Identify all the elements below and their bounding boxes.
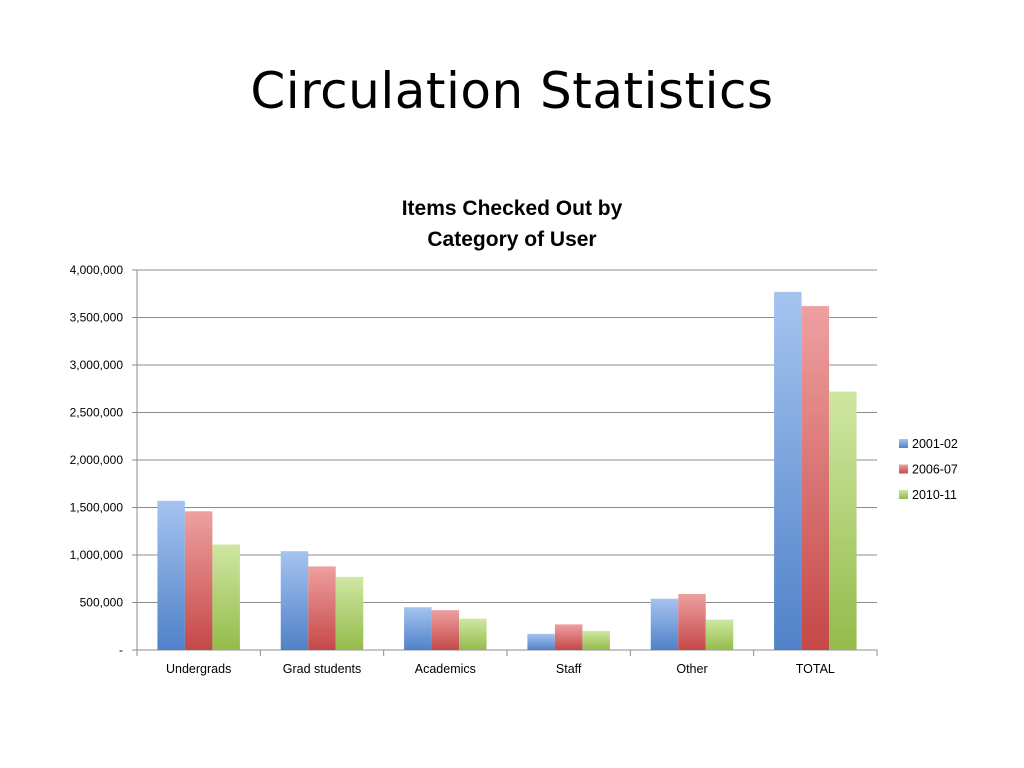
bar-2001-02-academics bbox=[404, 607, 432, 650]
bar-2010-11-staff bbox=[582, 631, 610, 650]
y-tick-label: 500,000 bbox=[80, 596, 124, 610]
bar-2006-07-undergrads bbox=[184, 511, 213, 650]
y-tick-label: 4,000,000 bbox=[70, 263, 124, 277]
chart-title-line-2: Category of User bbox=[427, 228, 597, 251]
bar-2010-11-grad-students bbox=[335, 576, 364, 650]
y-tick-label: 2,000,000 bbox=[70, 453, 124, 467]
legend-swatch bbox=[899, 439, 908, 448]
bar-2001-02-undergrads bbox=[157, 500, 185, 650]
legend: 2001-02 2006-07 2010-11 bbox=[899, 437, 958, 502]
gridlines bbox=[132, 269, 877, 651]
bar-2006-07-academics bbox=[431, 610, 460, 650]
x-tick-label: Staff bbox=[556, 662, 582, 676]
legend-swatch bbox=[899, 464, 908, 474]
slide-title: Circulation Statistics bbox=[250, 62, 774, 120]
x-tick-label: Undergrads bbox=[166, 662, 231, 676]
y-tick-label: 2,500,000 bbox=[70, 406, 124, 420]
bars bbox=[157, 291, 857, 650]
x-tick-label: Academics bbox=[415, 662, 476, 676]
bar-2010-11-undergrads bbox=[212, 544, 240, 650]
bar-2001-02-staff bbox=[527, 633, 555, 650]
legend-swatch bbox=[899, 490, 908, 499]
bar-2006-07-other bbox=[678, 593, 706, 650]
bar-2001-02-other bbox=[650, 598, 679, 650]
bar-2006-07-staff bbox=[554, 624, 583, 650]
bar-2010-11-total bbox=[829, 391, 857, 650]
bar-2006-07-grad-students bbox=[308, 566, 336, 650]
legend-label: 2010-11 bbox=[912, 488, 957, 502]
y-tick-label: - bbox=[119, 643, 123, 657]
bar-2006-07-total bbox=[801, 306, 830, 650]
legend-label: 2001-02 bbox=[912, 437, 958, 451]
y-tick-label: 1,000,000 bbox=[70, 548, 124, 562]
legend-label: 2006-07 bbox=[912, 463, 958, 477]
chart-title-line-1: Items Checked Out by bbox=[401, 197, 623, 220]
y-tick-label: 3,500,000 bbox=[70, 311, 124, 325]
bar-2010-11-academics bbox=[459, 618, 487, 650]
chart-title: Items Checked Out by Category of User bbox=[312, 193, 712, 255]
y-tick-label: 3,000,000 bbox=[70, 358, 124, 372]
bar-2001-02-total bbox=[774, 291, 802, 650]
x-tick-label: Grad students bbox=[283, 662, 362, 676]
bar-2001-02-grad-students bbox=[280, 551, 309, 650]
x-tick-label: TOTAL bbox=[796, 662, 835, 676]
bar-2010-11-other bbox=[705, 619, 734, 650]
x-tick-label: Other bbox=[676, 662, 707, 676]
y-tick-label: 1,500,000 bbox=[70, 501, 124, 515]
